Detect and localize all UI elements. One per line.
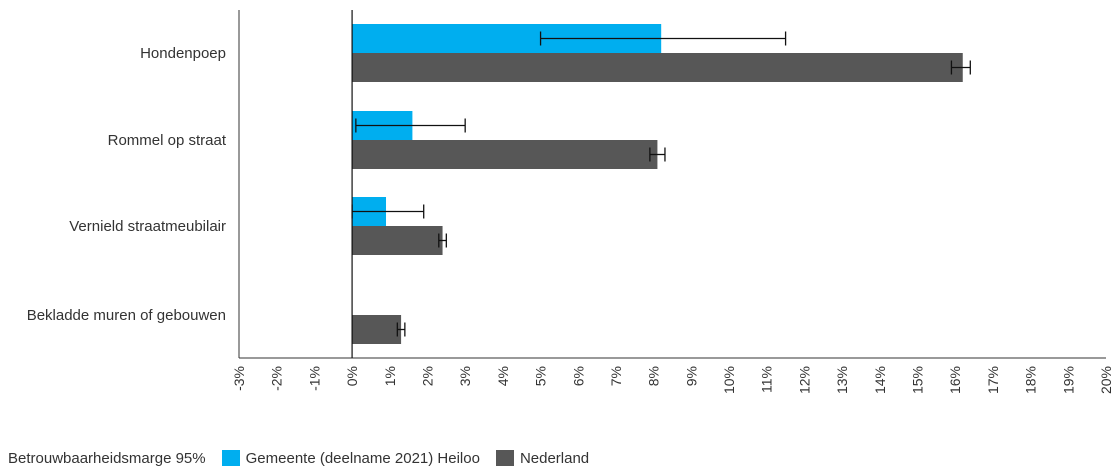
x-tick-label: -2% — [269, 366, 285, 391]
x-tick-label: 20% — [1098, 366, 1114, 394]
x-tick-label: 5% — [533, 366, 549, 386]
x-tick-label: 16% — [947, 366, 963, 394]
x-tick-label: 18% — [1023, 366, 1039, 394]
x-tick-label: 13% — [834, 366, 850, 394]
x-tick-label: 19% — [1060, 366, 1076, 394]
x-tick-label: 14% — [872, 366, 888, 394]
x-tick-label: 1% — [382, 366, 398, 386]
x-tick-label: 9% — [683, 366, 699, 386]
legend-item-heiloo: Gemeente (deelname 2021) Heiloo — [221, 449, 480, 467]
legend-margin-label: Betrouwbaarheidsmarge 95% — [8, 449, 206, 467]
error-bar — [649, 147, 666, 162]
x-tick-label: 8% — [646, 366, 662, 386]
bar — [352, 53, 963, 82]
category-label: Rommel op straat — [108, 132, 227, 149]
bar — [352, 226, 443, 255]
legend-label-nederland: Nederland — [519, 449, 590, 467]
error-bars — [351, 31, 971, 337]
legend: Betrouwbaarheidsmarge 95% Gemeente (deel… — [8, 449, 589, 467]
legend-label-heiloo: Gemeente (deelname 2021) Heiloo — [245, 449, 480, 467]
error-bar — [950, 60, 971, 75]
error-bar — [355, 118, 466, 133]
legend-swatch-heiloo — [221, 450, 240, 466]
x-tick-label: 6% — [570, 366, 586, 386]
category-label: Bekladde muren of gebouwen — [27, 307, 226, 324]
legend-item-nederland: Nederland — [495, 449, 590, 467]
bar — [352, 315, 402, 344]
x-tick-labels: -3% -2% -1% 0% 1% 2% 3% 4% 5% 6% 7% 8% 9% 10% 11% 12% 13… — [231, 366, 1114, 394]
x-tick-label: 2% — [419, 366, 435, 386]
category-label: Vernield straatmeubilair — [69, 218, 226, 235]
x-tick-label: 7% — [608, 366, 624, 386]
x-tick-label: 3% — [457, 366, 473, 386]
x-tick-label: 12% — [796, 366, 812, 394]
x-tick-label: 17% — [985, 366, 1001, 394]
axes — [238, 10, 1106, 359]
x-tick-label: -3% — [231, 366, 247, 391]
bar — [352, 140, 658, 169]
category-label: Hondenpoep — [140, 45, 226, 62]
bars — [352, 24, 963, 344]
x-tick-label: 0% — [344, 366, 360, 386]
error-bar — [539, 31, 787, 46]
x-tick-label: 10% — [721, 366, 737, 394]
x-tick-label: -1% — [306, 366, 322, 391]
error-bar — [438, 233, 447, 248]
x-tick-label: 11% — [759, 366, 775, 393]
error-bar — [396, 322, 406, 337]
x-tick-label: 4% — [495, 366, 511, 386]
category-labels: Hondenpoep Rommel op straat Vernield straa… — [27, 45, 227, 324]
x-tick-label: 15% — [910, 366, 926, 394]
bar-chart: Hondenpoep Rommel op straat Vernield straa… — [27, 10, 1114, 394]
legend-swatch-nederland — [495, 450, 514, 466]
